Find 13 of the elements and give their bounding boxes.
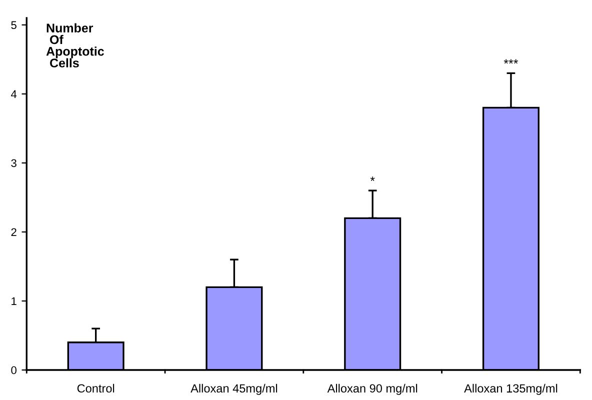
y-tick-label: 1 [12,297,16,306]
y-tick-label: 2 [11,228,16,236]
annotation: * [370,176,375,181]
annotation: *** [504,59,518,64]
y-tick-label: 3 [11,159,16,168]
x-tick-label: Alloxan 45mg/ml [190,384,278,395]
y-tick-label: 0 [11,366,16,374]
x-tick-label: Alloxan 90 mg/ml [327,384,418,395]
y-tick-label: 5 [11,21,16,30]
x-tick-label: Alloxan 135mg/ml [464,384,558,395]
y-tick-label: 4 [10,90,17,98]
y-axis-title: Number Of Apoptotic Cells [46,23,104,68]
x-tick-label: Control [77,384,114,393]
